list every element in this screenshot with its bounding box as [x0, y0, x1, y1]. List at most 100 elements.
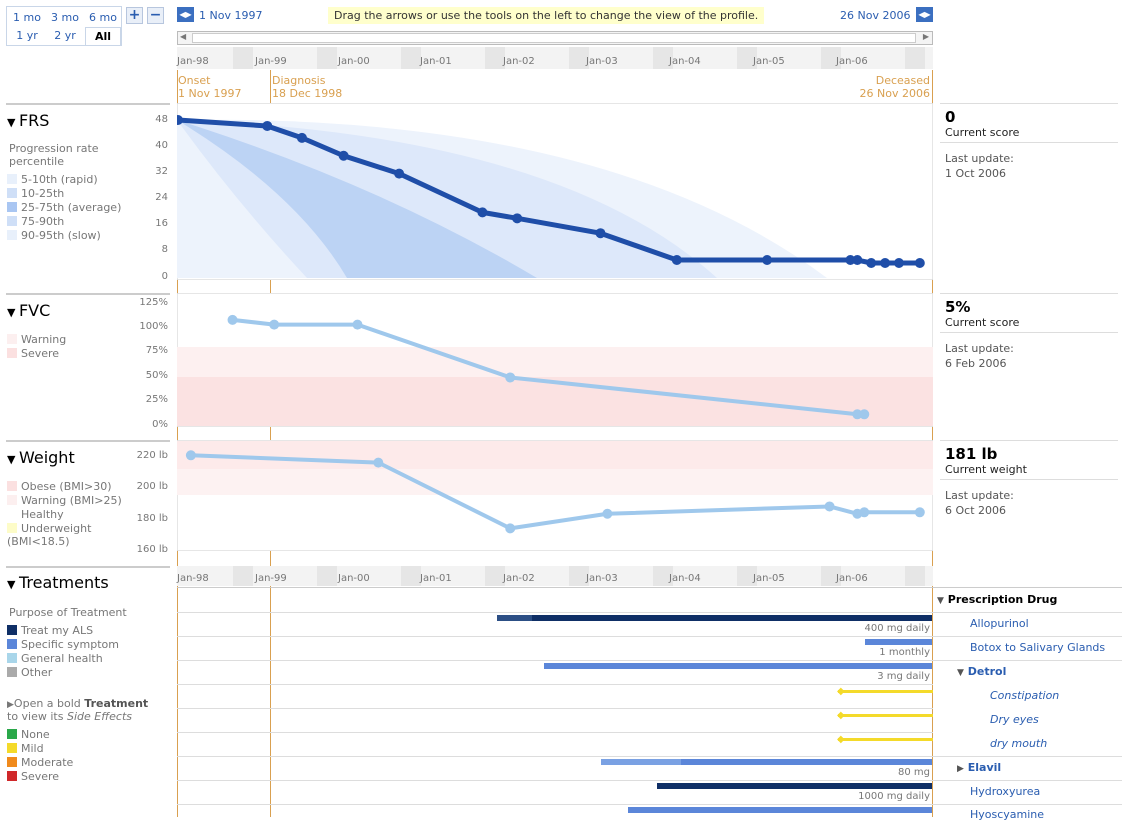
fvc-score-label: Current score	[945, 316, 1020, 329]
treatment-detrol[interactable]: ▼ Detrol	[957, 665, 1007, 678]
hydroxyurea-bar[interactable]	[657, 783, 932, 789]
dry-eyes-bar[interactable]	[838, 714, 933, 717]
collapse-triangle-icon[interactable]: ▼	[7, 116, 16, 129]
frs-data-point[interactable]	[893, 258, 904, 268]
treatment-hyoscyamine[interactable]: Hyoscyamine	[970, 808, 1045, 821]
scroll-right-icon[interactable]: ▶	[922, 32, 929, 41]
frs-data-point[interactable]	[845, 255, 856, 266]
frs-data-point[interactable]	[880, 258, 891, 268]
range-1yr-button[interactable]: 1 yr	[16, 29, 38, 42]
zoom-in-button[interactable]: +	[126, 7, 143, 24]
frs-data-point[interactable]	[512, 213, 523, 224]
frs-data-point[interactable]	[262, 120, 273, 131]
elavil-bar-start[interactable]	[601, 759, 681, 765]
frs-header[interactable]: ▼ FRS	[7, 111, 49, 130]
collapsed-triangle-icon[interactable]: ▶	[957, 764, 964, 774]
fvc-data-point[interactable]	[859, 409, 870, 420]
axis-label-jan99: Jan-99	[255, 56, 287, 67]
expand-triangle-icon[interactable]: ▼	[937, 596, 944, 606]
onset-label: Onset	[178, 74, 211, 87]
fvc-data-point[interactable]	[352, 319, 363, 330]
side-effects-hint: ▶Open a bold Treatment to view its Side …	[7, 697, 149, 723]
weight-current: 181 lb	[945, 445, 998, 463]
fvc-ytick-0: 0%	[152, 419, 168, 430]
side-effect-constipation[interactable]: Constipation	[990, 689, 1060, 702]
expand-triangle-icon[interactable]: ▼	[957, 668, 964, 678]
range-3mo-button[interactable]: 3 mo	[51, 11, 79, 24]
frs-data-point[interactable]	[477, 207, 488, 218]
axis-label-jan98: Jan-98	[177, 573, 209, 584]
frs-ytick-48: 48	[155, 114, 168, 125]
weight-header[interactable]: ▼ Weight	[7, 448, 75, 467]
fvc-data-point[interactable]	[505, 372, 516, 383]
scroll-thumb[interactable]	[192, 33, 916, 43]
timeline-scrollbar[interactable]: ◀ ▶	[177, 31, 933, 45]
allopurinol-bar[interactable]	[532, 615, 932, 621]
treatment-botox[interactable]: Botox to Salivary Glands	[970, 641, 1106, 654]
frs-data-point[interactable]	[914, 258, 925, 268]
frs-legend-90-95: 90-95th (slow)	[7, 229, 101, 242]
constipation-bar[interactable]	[838, 690, 933, 693]
frs-chart	[177, 103, 933, 280]
elavil-bar[interactable]	[681, 759, 932, 765]
fvc-header[interactable]: ▼ FVC	[7, 301, 50, 320]
weight-ytick-180: 180 lb	[136, 513, 168, 524]
weight-data-point[interactable]	[602, 508, 613, 519]
fvc-data-point[interactable]	[852, 409, 863, 420]
frs-title: FRS	[18, 111, 50, 130]
frs-data-point[interactable]	[595, 228, 606, 239]
frs-data-point[interactable]	[394, 168, 405, 179]
category-prescription-drug[interactable]: ▼ Prescription Drug	[937, 593, 1058, 606]
frs-data-point[interactable]	[296, 132, 307, 143]
axis-label-jan04: Jan-04	[669, 573, 701, 584]
fvc-warning-band	[177, 347, 933, 377]
weight-update-date: 6 Oct 2006	[945, 504, 1007, 517]
range-all-button[interactable]: All	[85, 27, 121, 46]
range-2yr-button[interactable]: 2 yr	[54, 29, 76, 42]
weight-data-point[interactable]	[373, 457, 384, 468]
frs-data-point[interactable]	[671, 255, 682, 266]
weight-data-point[interactable]	[505, 523, 516, 534]
onset-date: 1 Nov 1997	[178, 87, 242, 100]
detrol-bar[interactable]	[544, 663, 932, 669]
range-6mo-button[interactable]: 6 mo	[89, 11, 117, 24]
weight-data-point[interactable]	[824, 501, 835, 512]
fvc-data-point[interactable]	[227, 314, 238, 325]
frs-data-point[interactable]	[762, 255, 773, 266]
treatment-hydroxyurea[interactable]: Hydroxyurea	[970, 785, 1041, 798]
frs-data-point[interactable]	[177, 115, 183, 125]
range-1mo-button[interactable]: 1 mo	[13, 11, 41, 24]
zoom-out-button[interactable]: −	[147, 7, 164, 24]
collapse-triangle-icon[interactable]: ▼	[7, 578, 16, 591]
frs-ytick-8: 8	[161, 244, 168, 255]
right-drag-arrow-icon[interactable]: ◀▶	[916, 7, 933, 22]
axis-label-jan06: Jan-06	[836, 573, 868, 584]
axis-label-jan03: Jan-03	[586, 56, 618, 67]
weight-data-point[interactable]	[859, 507, 870, 518]
weight-data-point[interactable]	[914, 507, 925, 518]
weight-ytick-200: 200 lb	[136, 481, 168, 492]
dry-mouth-bar[interactable]	[838, 738, 933, 741]
frs-data-point[interactable]	[866, 258, 877, 268]
dry-mouth-diamond-icon: ◆	[837, 734, 845, 745]
severity-mild: Mild	[7, 742, 44, 755]
allopurinol-bar-start[interactable]	[497, 615, 532, 621]
side-effect-dry-mouth[interactable]: dry mouth	[990, 737, 1048, 750]
botox-bar[interactable]	[865, 639, 932, 645]
hyoscyamine-bar[interactable]	[628, 807, 932, 813]
left-drag-arrow-icon[interactable]: ◀▶	[177, 7, 194, 22]
treatments-header[interactable]: ▼ Treatments	[7, 573, 109, 592]
frs-data-point[interactable]	[338, 150, 349, 161]
frs-data-point[interactable]	[852, 255, 863, 266]
scroll-left-icon[interactable]: ◀	[180, 32, 187, 41]
side-effect-dry-eyes[interactable]: Dry eyes	[990, 713, 1039, 726]
weight-obese-band	[177, 441, 933, 469]
weight-data-point[interactable]	[185, 450, 196, 461]
treatment-allopurinol[interactable]: Allopurinol	[970, 617, 1029, 630]
fvc-data-point[interactable]	[269, 319, 280, 330]
collapse-triangle-icon[interactable]: ▼	[7, 453, 16, 466]
frs-band-5-10	[177, 120, 307, 278]
treatment-elavil[interactable]: ▶ Elavil	[957, 761, 1002, 774]
collapse-triangle-icon[interactable]: ▼	[7, 306, 16, 319]
deceased-label: Deceased	[875, 74, 930, 87]
